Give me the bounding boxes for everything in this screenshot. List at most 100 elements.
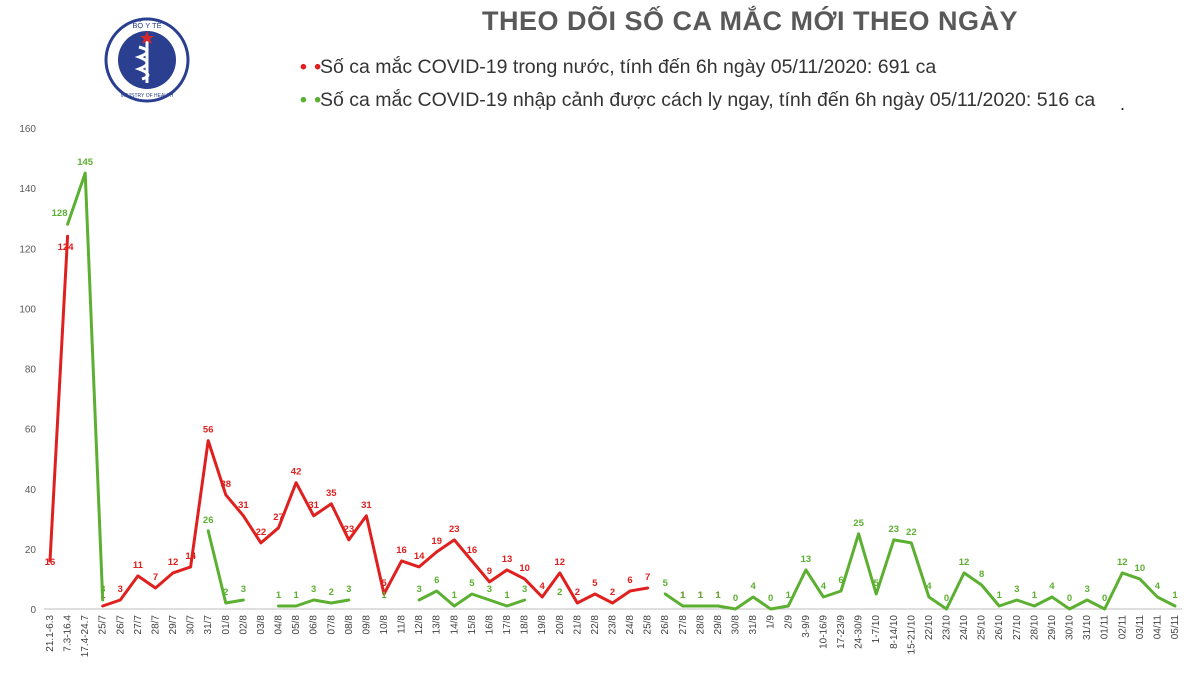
logo-top-text: BỘ Y TẾ bbox=[132, 20, 161, 30]
x-tick-label: 29/8 bbox=[713, 615, 724, 635]
series-0-data-label: 16 bbox=[45, 557, 56, 568]
x-tick-label: 1-7/10 bbox=[871, 615, 882, 644]
series-0-data-label: 31 bbox=[308, 500, 319, 511]
series-1-data-label: 1 bbox=[1032, 590, 1038, 601]
x-tick-label: 23/8 bbox=[608, 615, 619, 635]
y-tick-label: 80 bbox=[25, 365, 37, 376]
x-tick-label: 12/8 bbox=[414, 615, 425, 635]
series-1-line bbox=[417, 589, 527, 608]
x-tick-label: 10/8 bbox=[379, 615, 390, 635]
series-1-data-label: 3 bbox=[487, 584, 492, 595]
series-0-data-label: 5 bbox=[592, 578, 598, 589]
x-tick-label: 16/8 bbox=[484, 615, 495, 635]
legend-imported-swatch: • • bbox=[300, 89, 323, 111]
legend-imported: • •Số ca mắc COVID-19 nhập cảnh được các… bbox=[300, 89, 1095, 112]
series-0-data-label: 19 bbox=[431, 536, 442, 547]
x-tick-label: 04/11 bbox=[1152, 615, 1163, 640]
series-0-data-label: 56 bbox=[203, 425, 214, 436]
series-1-data-label: 23 bbox=[888, 524, 899, 535]
series-1-data-label: 25 bbox=[853, 518, 864, 529]
legend-domestic-swatch: • • bbox=[300, 56, 323, 78]
x-tick-label: 27/7 bbox=[133, 615, 144, 635]
series-1-line bbox=[277, 598, 351, 608]
x-tick-label: 31/8 bbox=[748, 615, 759, 635]
stray-dot: . bbox=[1120, 94, 1126, 114]
x-tick-label: 10-16/9 bbox=[818, 615, 829, 649]
series-0-data-label: 7 bbox=[153, 572, 158, 583]
series-1-data-label: 1 bbox=[698, 590, 704, 601]
x-tick-label: 02/8 bbox=[238, 615, 249, 635]
x-tick-label: 31/10 bbox=[1082, 615, 1093, 640]
series-0-data-label: 11 bbox=[133, 560, 144, 571]
logo-bottom-text: MINISTRY OF HEALTH bbox=[121, 93, 174, 99]
y-tick-label: 140 bbox=[19, 184, 36, 195]
x-tick-label: 03/8 bbox=[256, 615, 267, 635]
series-0-data-label: 14 bbox=[185, 551, 196, 562]
legend-domestic: • •Số ca mắc COVID-19 trong nước, tính đ… bbox=[300, 56, 936, 79]
series-0-data-label: 23 bbox=[449, 524, 460, 535]
x-tick-label: 20/8 bbox=[555, 615, 566, 635]
series-1-line bbox=[206, 529, 245, 605]
series-0-data-label: 12 bbox=[554, 557, 565, 568]
series-0-data-label: 16 bbox=[467, 545, 478, 556]
x-tick-label: 05/8 bbox=[291, 615, 302, 635]
chart-title: THEO DÕI SỐ CA MẮC MỚI THEO NGÀY bbox=[481, 6, 1019, 36]
series-1-data-label: 3 bbox=[1084, 584, 1089, 595]
series-1-data-label: 128 bbox=[52, 208, 68, 219]
series-0-data-label: 23 bbox=[344, 524, 355, 535]
series-1-data-label: 5 bbox=[469, 578, 475, 589]
series-1-data-label: 4 bbox=[821, 581, 827, 592]
x-tick-label: 14/8 bbox=[449, 615, 460, 635]
x-tick-label: 24-30/9 bbox=[854, 615, 865, 649]
series-0-data-label: 7 bbox=[645, 572, 650, 583]
x-tick-label: 07/8 bbox=[326, 615, 337, 635]
x-tick-label: 08/8 bbox=[344, 615, 355, 635]
series-1-data-label: 6 bbox=[838, 575, 843, 586]
series-0-data-label: 1 bbox=[680, 590, 686, 601]
y-tick-label: 20 bbox=[25, 545, 37, 556]
x-tick-label: 21.1-6.3 bbox=[45, 615, 56, 652]
x-tick-label: 15-21/10 bbox=[906, 615, 917, 655]
x-tick-label: 25/10 bbox=[977, 615, 988, 640]
series-1-data-label: 4 bbox=[750, 581, 756, 592]
x-tick-label: 09/8 bbox=[361, 615, 372, 635]
x-tick-label: 15/8 bbox=[467, 615, 478, 635]
x-tick-label: 2/9 bbox=[783, 615, 794, 629]
x-tick-label: 1/9 bbox=[766, 615, 777, 629]
series-1-data-label: 1 bbox=[997, 590, 1003, 601]
series-1-data-label: 2 bbox=[557, 587, 562, 598]
series-1-data-label: 3 bbox=[1014, 584, 1019, 595]
series-0-line bbox=[101, 439, 650, 608]
x-tick-label: 30/8 bbox=[731, 615, 742, 635]
series-0-data-label: 35 bbox=[326, 488, 337, 499]
ministry-of-health-logo: BỘ Y TẾ MINISTRY OF HEALTH bbox=[104, 17, 190, 103]
series-0-data-label: 13 bbox=[502, 554, 513, 565]
series-0-data-label: 16 bbox=[396, 545, 407, 556]
y-tick-label: 0 bbox=[30, 605, 36, 616]
series-1-data-label: 8 bbox=[979, 569, 984, 580]
series-1-data-label: 1 bbox=[680, 590, 686, 601]
series-0-data-label: 27 bbox=[273, 512, 284, 523]
x-tick-label: 01/11 bbox=[1100, 615, 1111, 640]
series-1-data-label: 1 bbox=[381, 590, 387, 601]
x-tick-label: 11/8 bbox=[397, 615, 408, 634]
series-1-data-label: 0 bbox=[944, 593, 949, 604]
x-tick-label: 8-14/10 bbox=[889, 615, 900, 649]
x-tick-label: 25/8 bbox=[643, 615, 654, 635]
x-tick-label: 26/8 bbox=[660, 615, 671, 635]
series-0-data-label: 38 bbox=[220, 479, 231, 490]
series-0-data-label: 31 bbox=[361, 500, 372, 511]
x-tick-label: 19/8 bbox=[537, 615, 548, 635]
series-1-data-label: 3 bbox=[522, 584, 527, 595]
y-tick-label: 100 bbox=[19, 304, 36, 315]
series-0-data-label: 5 bbox=[381, 578, 387, 589]
series-0-data-label: 10 bbox=[519, 563, 530, 574]
x-tick-label: 22/10 bbox=[924, 615, 935, 640]
series-1-data-label: 6 bbox=[434, 575, 439, 586]
x-tick-label: 28/8 bbox=[695, 615, 706, 635]
x-tick-label: 05/11 bbox=[1170, 615, 1181, 640]
series-0-data-label: 2 bbox=[575, 587, 580, 598]
x-tick-label: 27/10 bbox=[1012, 615, 1023, 640]
series-0-data-label: 6 bbox=[627, 575, 632, 586]
series-1-data-label: 1 bbox=[715, 590, 721, 601]
